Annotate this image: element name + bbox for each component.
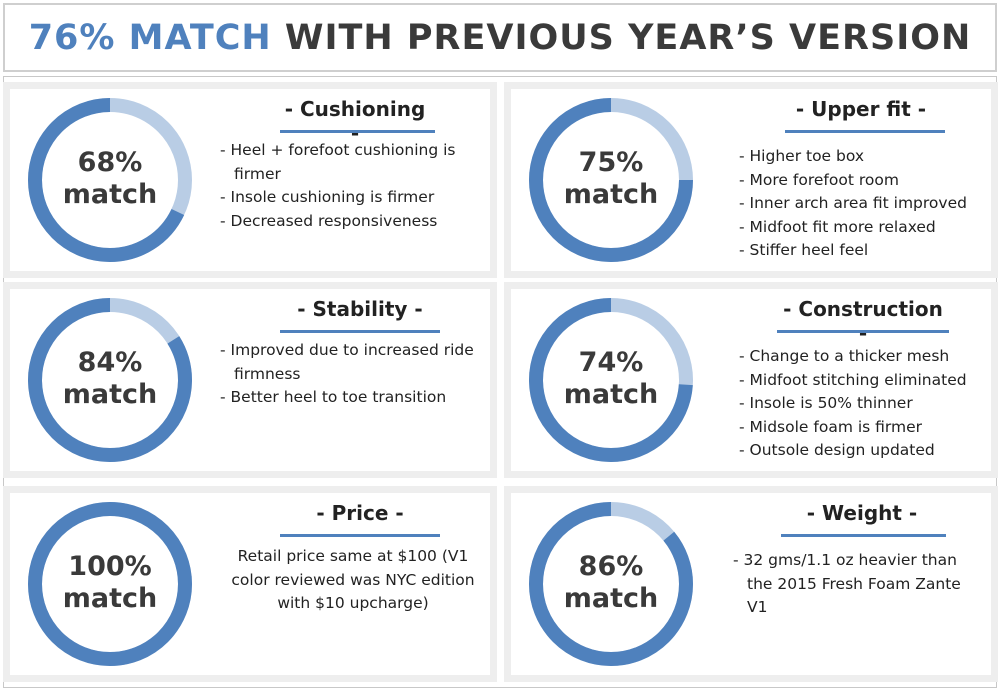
donut-chart <box>25 499 195 669</box>
match-percent: 75% match <box>563 147 659 210</box>
title-underline <box>781 534 946 537</box>
list-item: Insole cushioning is firmer <box>220 186 488 210</box>
page-title: 76% MATCH WITH PREVIOUS YEAR’S VERSION <box>3 3 997 72</box>
list-item: 32 gms/1.1 oz heavier than the 2015 Fres… <box>733 549 983 620</box>
donut-chart <box>526 295 696 465</box>
match-percent: 100% match <box>62 551 158 614</box>
bullet-list: Heel + forefoot cushioning is firmer Ins… <box>220 139 488 233</box>
match-percent: 84% match <box>62 347 158 410</box>
card-upper-fit: 75% match - Upper fit - Higher toe box M… <box>511 89 991 271</box>
bullet-list: Retail price same at $100 (V1 color revi… <box>228 545 478 616</box>
bullet-list: Improved due to increased ride firmness … <box>220 339 488 410</box>
card-title: - Construction - <box>783 297 943 345</box>
list-item: Midsole foam is firmer <box>739 416 1000 440</box>
card-title: - Upper fit - <box>795 97 927 121</box>
card-title: - Weight - <box>806 501 918 525</box>
title-rest: WITH PREVIOUS YEAR’S VERSION <box>284 17 972 58</box>
ring-fill <box>529 298 693 462</box>
list-item: Retail price same at $100 (V1 color revi… <box>231 547 475 612</box>
match-percent: 68% match <box>62 147 158 210</box>
match-percent: 86% match <box>563 551 659 614</box>
overall-match-label: 76% MATCH <box>28 17 272 58</box>
title-underline <box>777 330 949 333</box>
donut-chart <box>25 95 195 265</box>
list-item: Outsole design updated <box>739 439 1000 463</box>
bullet-list: 32 gms/1.1 oz heavier than the 2015 Fres… <box>733 549 983 620</box>
donut-chart <box>25 295 195 465</box>
card-price: 100% match - Price - Retail price same a… <box>10 493 490 675</box>
list-item: Midfoot fit more relaxed <box>739 216 1000 240</box>
cards-panel: 68% match - Cushioning - Heel + forefoot… <box>3 76 997 688</box>
list-item: Insole is 50% thinner <box>739 392 1000 416</box>
match-percent: 74% match <box>563 347 659 410</box>
title-underline <box>280 330 440 333</box>
ring-fill <box>529 98 693 262</box>
ring-fill <box>529 502 693 666</box>
list-item: Midfoot stitching eliminated <box>739 369 1000 393</box>
list-item: Inner arch area fit improved <box>739 192 1000 216</box>
list-item: Higher toe box <box>739 145 1000 169</box>
list-item: Decreased responsiveness <box>220 210 488 234</box>
card-construction: 74% match - Construction - Change to a t… <box>511 289 991 471</box>
list-item: Better heel to toe transition <box>220 386 488 410</box>
card-title: - Stability - <box>297 297 423 321</box>
donut-chart <box>526 499 696 669</box>
bullet-list: Higher toe box More forefoot room Inner … <box>739 145 1000 263</box>
card-weight: 86% match - Weight - 32 gms/1.1 oz heavi… <box>511 493 991 675</box>
list-item: More forefoot room <box>739 169 1000 193</box>
card-cushioning: 68% match - Cushioning - Heel + forefoot… <box>10 89 490 271</box>
ring-fill <box>28 298 192 462</box>
title-underline <box>280 534 440 537</box>
card-stability: 84% match - Stability - Improved due to … <box>10 289 490 471</box>
ring-fill <box>28 98 192 262</box>
title-underline <box>280 130 435 133</box>
donut-chart <box>526 95 696 265</box>
card-title: - Price - <box>316 501 404 525</box>
card-title: - Cushioning - <box>284 97 426 145</box>
list-item: Change to a thicker mesh <box>739 345 1000 369</box>
ring-fill <box>28 502 192 666</box>
bullet-list: Change to a thicker mesh Midfoot stitchi… <box>739 345 1000 463</box>
list-item: Stiffer heel feel <box>739 239 1000 263</box>
list-item: Heel + forefoot cushioning is firmer <box>220 139 488 186</box>
title-underline <box>785 130 945 133</box>
list-item: Improved due to increased ride firmness <box>220 339 488 386</box>
